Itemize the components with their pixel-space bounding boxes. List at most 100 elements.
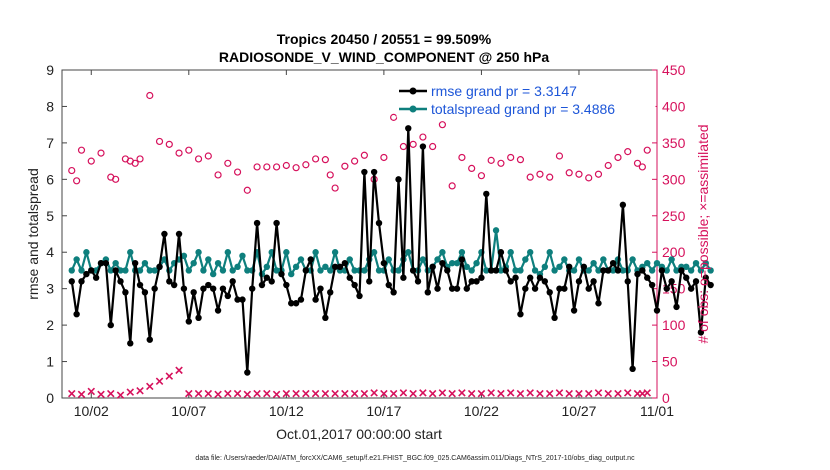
obs-assimilated-stroke [321,389,330,398]
obs-assimilated-point [360,389,369,398]
rmse-point [317,285,324,292]
totalspread-point [73,256,80,263]
rmse-point [117,278,124,285]
totalspread-point [473,259,480,267]
rmse-point [88,267,95,274]
obs-assimilated-point [321,389,330,398]
rmse-point [156,263,163,270]
obs-assimilated-point [399,389,408,397]
obs-possible-point [253,163,261,171]
totalspread-point [673,267,680,274]
obs-possible-point [399,142,407,151]
rmse-point [127,340,134,347]
rmse-point [268,278,275,285]
rmse-point [424,289,431,296]
rmse-point [463,285,470,292]
rmse-point [551,314,558,322]
y-tick-label-right: 100 [662,317,686,333]
obs-possible-point [487,156,495,164]
rmse-point [346,274,353,281]
totalspread-point [224,249,232,256]
obs-possible-point [224,159,232,167]
obs-assimilated-stroke [136,386,144,395]
rmse-point [512,274,519,281]
rmse-point [409,267,417,274]
rmse-point [107,321,114,329]
rmse-point [136,281,144,289]
obs-assimilated-stroke [263,389,271,398]
obs-assimilated-stroke [292,389,300,398]
obs-assimilated-point [185,389,193,398]
totalspread-point [483,267,490,274]
totalspread-point [195,249,202,256]
obs-assimilated-stroke [253,389,261,398]
rmse-point [141,289,149,296]
obs-assimilated-point [292,389,300,398]
rmse-point [146,336,153,343]
obs-assimilated-point [272,390,281,399]
obs-assimilated-stroke [107,389,115,398]
rmse-point [531,285,539,292]
totalspread-point [288,270,295,278]
y-axis-left: 0 1 2 3 4 5 6 7 8 9 [46,62,67,406]
rmse-point [327,289,334,296]
rmse-point [166,278,173,285]
obs-possible-point [233,168,242,176]
obs-assimilated-point [545,389,554,398]
totalspread-point [687,267,695,274]
obs-possible-point [526,173,534,181]
totalspread-point [317,267,324,274]
obs-assimilated-stroke [282,389,291,398]
totalspread-point [117,267,124,274]
obs-possible-point [536,170,544,178]
rmse-point [385,281,392,289]
obs-assimilated-point [555,389,564,397]
y-tick-label: 7 [46,135,54,151]
rmse-point [68,278,75,285]
totalspread-point [375,267,383,274]
legend-box [396,80,656,118]
obs-assimilated-stroke [380,389,388,398]
rmse-point [414,278,422,285]
rmse-point [322,314,329,322]
obs-assimilated-point [477,389,486,398]
obs-assimilated-point [380,389,388,398]
totalspread-point [146,267,153,274]
rmse-point [131,259,139,267]
obs-assimilated-stroke [155,377,164,386]
totalspread-point [219,267,227,274]
obs-assimilated-point [643,389,652,397]
obs-possible-point [448,182,456,190]
totalspread-point [263,263,271,270]
totalspread-point [312,249,319,256]
obs-assimilated-stroke [448,389,456,398]
rmse-point [678,267,685,274]
obs-assimilated-point [233,389,242,398]
totalspread-point [83,249,90,256]
obs-possible-point [468,164,476,172]
obs-assimilated-stroke [214,390,222,399]
rmse-point [419,143,427,150]
rmse-point [405,125,412,132]
totalspread-point [78,267,85,274]
rmse-point [429,263,436,270]
obs-assimilated-point [536,389,544,398]
totalspread-point [331,249,339,256]
obs-assimilated-stroke [419,389,427,397]
obs-assimilated-point [497,389,505,398]
rmse-point [195,314,202,322]
obs-possible-point [321,156,329,164]
y-tick-label-right: 400 [662,98,686,114]
obs-assimilated-stroke [575,389,583,398]
obs-assimilated-stroke [516,389,525,398]
obs-assimilated-stroke [638,389,647,398]
totalspread-point [619,267,627,274]
obs-assimilated-point [409,389,417,398]
obs-assimilated-point [136,386,144,395]
obs-possible-point [546,173,554,181]
legend-totalspread-marker [409,105,417,113]
totalspread-point [180,252,188,260]
rmse-point [395,176,402,183]
legend-totalspread-label: totalspread grand pr = 3.4886 [431,101,615,117]
